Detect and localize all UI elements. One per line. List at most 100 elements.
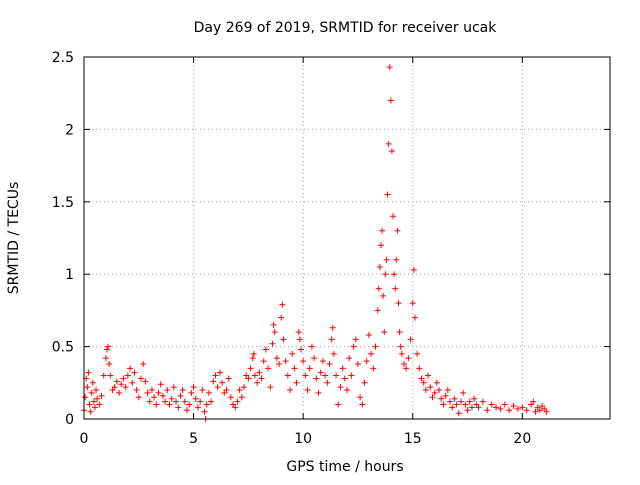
data-point: [258, 375, 265, 382]
x-axis-label: GPS time / hours: [286, 459, 403, 475]
data-point: [219, 379, 226, 386]
data-point: [93, 387, 100, 394]
data-point: [493, 404, 500, 411]
data-point: [234, 398, 241, 405]
data-point: [317, 369, 324, 376]
data-point: [440, 401, 447, 408]
data-point: [254, 379, 261, 386]
data-point: [348, 372, 355, 379]
data-point: [162, 398, 169, 405]
data-point: [337, 384, 344, 391]
data-point: [197, 398, 204, 405]
data-point: [82, 394, 89, 401]
data-point: [201, 408, 208, 415]
data-point: [208, 398, 215, 405]
data-point: [216, 369, 223, 376]
data-point: [455, 410, 462, 417]
data-point: [464, 407, 471, 414]
data-point: [375, 285, 382, 292]
data-point: [85, 369, 92, 376]
data-point: [293, 379, 300, 386]
data-point: [387, 97, 394, 104]
data-point: [225, 375, 232, 382]
data-point: [431, 389, 438, 396]
data-point: [382, 271, 389, 278]
data-point: [438, 395, 445, 402]
data-point: [368, 350, 375, 357]
data-point: [210, 378, 217, 385]
data-point: [137, 375, 144, 382]
data-point: [425, 372, 432, 379]
data-point: [173, 398, 180, 405]
data-point: [400, 360, 407, 367]
data-point: [247, 365, 254, 372]
data-point: [142, 378, 149, 385]
data-point: [111, 384, 118, 391]
data-point: [94, 395, 101, 402]
data-point: [350, 343, 357, 350]
data-point: [157, 381, 164, 388]
data-point: [194, 404, 201, 411]
data-point: [106, 360, 113, 367]
y-tick-label: 0.5: [52, 340, 74, 356]
data-point: [190, 384, 197, 391]
data-point: [394, 227, 401, 234]
data-point: [236, 387, 243, 394]
axis-ticks: 0 5 10 15 20 0 0.5 1 1.5 2 2.5: [52, 50, 610, 447]
data-point: [390, 213, 397, 220]
data-point: [184, 407, 191, 414]
data-point: [96, 401, 103, 408]
data-point: [140, 360, 147, 367]
data-point: [284, 372, 291, 379]
data-point: [186, 401, 193, 408]
data-point: [346, 355, 353, 362]
data-point: [352, 336, 359, 343]
data-point: [418, 375, 425, 382]
data-point: [302, 372, 309, 379]
data-point: [391, 271, 398, 278]
data-point: [151, 394, 158, 401]
data-point: [344, 387, 350, 394]
data-point: [122, 384, 129, 391]
data-point: [386, 64, 393, 71]
data-point: [361, 379, 368, 386]
data-point: [442, 392, 449, 399]
data-point: [155, 389, 162, 396]
data-point: [407, 336, 414, 343]
data-point: [396, 329, 403, 336]
data-point: [223, 387, 230, 394]
data-point: [333, 372, 340, 379]
x-tick-label: 20: [513, 431, 531, 447]
x-tick-label: 5: [189, 431, 198, 447]
data-point: [148, 387, 155, 394]
data-point: [379, 227, 386, 234]
data-point: [357, 394, 364, 401]
data-point: [341, 375, 348, 382]
data-point: [416, 365, 423, 372]
data-point: [129, 379, 136, 386]
data-point: [304, 387, 311, 394]
data-point: [118, 381, 125, 388]
data-point: [267, 384, 274, 391]
data-point: [120, 375, 127, 382]
data-point: [449, 404, 456, 411]
data-point: [212, 372, 219, 379]
data-point: [532, 408, 539, 415]
data-point: [377, 242, 384, 249]
data-point: [270, 321, 277, 328]
data-point: [514, 405, 521, 412]
data-point: [411, 314, 418, 321]
chart-title: Day 269 of 2019, SRMTID for receiver uca…: [194, 20, 498, 36]
data-point: [273, 355, 280, 362]
data-point: [116, 389, 123, 396]
data-point: [113, 378, 120, 385]
data-point: [88, 389, 95, 396]
data-point: [315, 389, 322, 396]
data-point: [328, 336, 335, 343]
data-point: [451, 395, 458, 402]
y-tick-label: 2.5: [52, 50, 74, 66]
data-point: [519, 404, 526, 411]
data-point: [374, 307, 381, 314]
data-point: [497, 405, 504, 412]
data-point: [153, 401, 160, 408]
